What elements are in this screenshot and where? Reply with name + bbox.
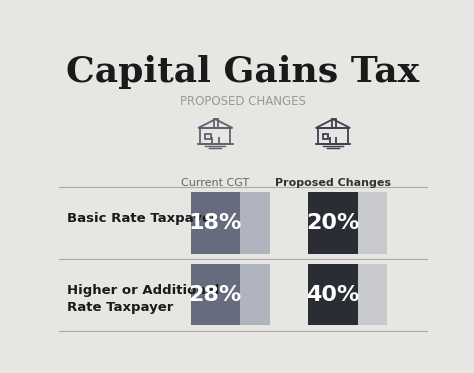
Text: Basic Rate Taxpayer: Basic Rate Taxpayer: [66, 212, 217, 225]
FancyBboxPatch shape: [191, 192, 240, 254]
Text: Higher or Additional: Higher or Additional: [66, 284, 219, 297]
Text: 40%: 40%: [306, 285, 360, 305]
Text: Proposed Changes: Proposed Changes: [275, 178, 391, 188]
FancyBboxPatch shape: [240, 264, 270, 325]
Text: Rate Taxpayer: Rate Taxpayer: [66, 301, 173, 314]
FancyBboxPatch shape: [308, 192, 358, 254]
FancyBboxPatch shape: [308, 264, 358, 325]
Text: Current CGT: Current CGT: [181, 178, 249, 188]
Text: Capital Gains Tax: Capital Gains Tax: [66, 55, 419, 89]
FancyBboxPatch shape: [358, 192, 387, 254]
Text: 28%: 28%: [189, 285, 242, 305]
FancyBboxPatch shape: [191, 264, 240, 325]
Text: 20%: 20%: [306, 213, 360, 233]
Text: 18%: 18%: [189, 213, 242, 233]
FancyBboxPatch shape: [240, 192, 270, 254]
Text: PROPOSED CHANGES: PROPOSED CHANGES: [180, 95, 306, 108]
FancyBboxPatch shape: [358, 264, 387, 325]
